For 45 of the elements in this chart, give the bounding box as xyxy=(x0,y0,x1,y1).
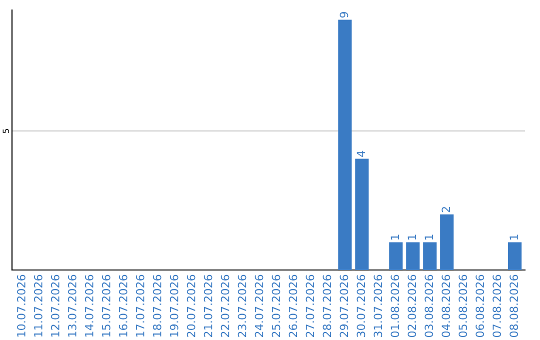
data-label: 1 xyxy=(390,234,399,240)
bar xyxy=(338,20,352,270)
data-label: 1 xyxy=(510,234,518,240)
x-tick-label: 12.07.2026 xyxy=(50,274,60,337)
x-tick-label: 08.08.2026 xyxy=(510,274,518,338)
x-tick-label: 11.07.2026 xyxy=(34,274,42,337)
x-tick-label: 14.07.2026 xyxy=(84,274,94,337)
x-tick-label: 17.07.2026 xyxy=(136,274,144,337)
x-tick-label: 13.07.2026 xyxy=(68,274,76,337)
x-tick-label: 24.07.2026 xyxy=(254,274,264,337)
bar xyxy=(355,158,369,270)
x-tick-label: 26.07.2026 xyxy=(288,274,298,337)
x-tick-label: 20.07.2026 xyxy=(186,274,196,337)
x-tick-label: 30.07.2026 xyxy=(356,274,366,337)
x-tick-label: 19.07.2026 xyxy=(170,274,178,337)
data-label: 2 xyxy=(442,207,450,212)
data-label: 1 xyxy=(424,234,433,240)
x-tick-label: 07.08.2026 xyxy=(492,274,502,338)
x-tick-label: 27.07.2026 xyxy=(306,274,314,337)
data-label: 1 xyxy=(408,234,416,240)
x-tick-label: 28.07.2026 xyxy=(322,274,332,337)
bar xyxy=(406,242,420,270)
bar xyxy=(389,242,403,270)
x-tick-label: 29.07.2026 xyxy=(340,274,348,337)
x-tick-label: 23.07.2026 xyxy=(238,274,246,337)
x-tick-label: 18.07.2026 xyxy=(152,274,162,337)
x-tick-label: 16.07.2026 xyxy=(118,274,128,337)
x-tick-label: 02.08.2026 xyxy=(408,274,416,338)
y-tick-label: 5 xyxy=(2,129,9,133)
x-tick-label: 31.07.2026 xyxy=(374,274,382,337)
bar xyxy=(423,242,437,270)
bar xyxy=(508,242,522,270)
x-tick-label: 22.07.2026 xyxy=(220,274,230,337)
data-label: 4 xyxy=(356,150,365,157)
x-tick-label: 25.07.2026 xyxy=(272,274,280,337)
x-tick-label: 04.08.2026 xyxy=(442,274,450,338)
x-tick-label: 05.08.2026 xyxy=(458,274,468,338)
x-tick-label: 21.07.2026 xyxy=(204,274,212,337)
x-tick-label: 06.08.2026 xyxy=(476,274,484,338)
x-tick-label: 03.08.2026 xyxy=(424,274,434,338)
bar xyxy=(440,214,454,270)
x-tick-label: 15.07.2026 xyxy=(102,274,110,337)
x-tick-label: 10.07.2026 xyxy=(17,274,26,337)
data-label: 9 xyxy=(340,12,348,18)
x-tick-label: 01.08.2026 xyxy=(390,274,400,338)
